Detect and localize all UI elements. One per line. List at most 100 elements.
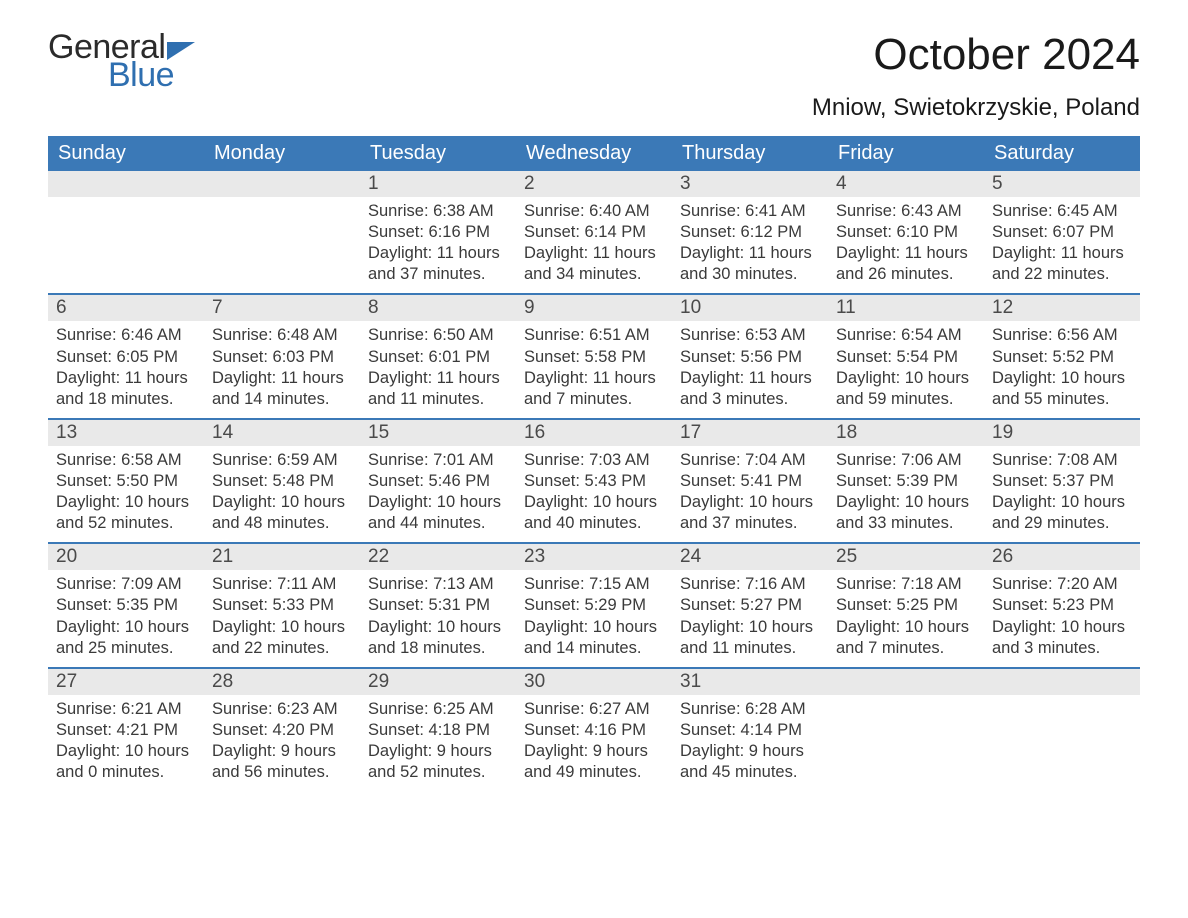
day-number: 11 xyxy=(828,295,984,321)
sunset-text: Sunset: 5:37 PM xyxy=(992,471,1132,492)
sunset-text: Sunset: 5:31 PM xyxy=(368,595,508,616)
logo-flag-icon xyxy=(167,42,195,60)
day-cell: 13Sunrise: 6:58 AMSunset: 5:50 PMDayligh… xyxy=(48,420,204,542)
day-number: 4 xyxy=(828,171,984,197)
day-cell: 21Sunrise: 7:11 AMSunset: 5:33 PMDayligh… xyxy=(204,544,360,666)
day-cell: 27Sunrise: 6:21 AMSunset: 4:21 PMDayligh… xyxy=(48,669,204,791)
daylight-line1: Daylight: 10 hours xyxy=(56,617,196,638)
day-number: 3 xyxy=(672,171,828,197)
daylight-line2: and 18 minutes. xyxy=(56,389,196,410)
dow-header-row: SundayMondayTuesdayWednesdayThursdayFrid… xyxy=(48,136,1140,171)
day-body: Sunrise: 6:41 AMSunset: 6:12 PMDaylight:… xyxy=(672,197,828,293)
daylight-line1: Daylight: 11 hours xyxy=(680,243,820,264)
sunrise-text: Sunrise: 7:08 AM xyxy=(992,450,1132,471)
daylight-line1: Daylight: 10 hours xyxy=(524,617,664,638)
day-body: Sunrise: 7:01 AMSunset: 5:46 PMDaylight:… xyxy=(360,446,516,542)
daylight-line2: and 37 minutes. xyxy=(368,264,508,285)
daylight-line1: Daylight: 11 hours xyxy=(524,368,664,389)
day-body: Sunrise: 6:43 AMSunset: 6:10 PMDaylight:… xyxy=(828,197,984,293)
day-body: Sunrise: 6:56 AMSunset: 5:52 PMDaylight:… xyxy=(984,321,1140,417)
day-body: Sunrise: 6:59 AMSunset: 5:48 PMDaylight:… xyxy=(204,446,360,542)
day-number: 12 xyxy=(984,295,1140,321)
day-body: Sunrise: 6:51 AMSunset: 5:58 PMDaylight:… xyxy=(516,321,672,417)
week-row: 6Sunrise: 6:46 AMSunset: 6:05 PMDaylight… xyxy=(48,293,1140,417)
day-body: Sunrise: 7:06 AMSunset: 5:39 PMDaylight:… xyxy=(828,446,984,542)
sunset-text: Sunset: 6:16 PM xyxy=(368,222,508,243)
week-row: 13Sunrise: 6:58 AMSunset: 5:50 PMDayligh… xyxy=(48,418,1140,542)
daylight-line1: Daylight: 11 hours xyxy=(524,243,664,264)
day-number: 25 xyxy=(828,544,984,570)
day-cell: 23Sunrise: 7:15 AMSunset: 5:29 PMDayligh… xyxy=(516,544,672,666)
day-number: 1 xyxy=(360,171,516,197)
day-number xyxy=(204,171,360,197)
day-cell: 24Sunrise: 7:16 AMSunset: 5:27 PMDayligh… xyxy=(672,544,828,666)
day-number: 30 xyxy=(516,669,672,695)
sunset-text: Sunset: 5:46 PM xyxy=(368,471,508,492)
week-row: 1Sunrise: 6:38 AMSunset: 6:16 PMDaylight… xyxy=(48,171,1140,293)
day-cell-empty xyxy=(828,669,984,791)
daylight-line1: Daylight: 9 hours xyxy=(368,741,508,762)
daylight-line2: and 11 minutes. xyxy=(680,638,820,659)
location-subtitle: Mniow, Swietokrzyskie, Poland xyxy=(812,94,1140,122)
daylight-line1: Daylight: 10 hours xyxy=(992,617,1132,638)
sunrise-text: Sunrise: 6:43 AM xyxy=(836,201,976,222)
daylight-line1: Daylight: 9 hours xyxy=(524,741,664,762)
daylight-line2: and 22 minutes. xyxy=(992,264,1132,285)
sunset-text: Sunset: 6:07 PM xyxy=(992,222,1132,243)
dow-monday: Monday xyxy=(204,136,360,171)
month-title: October 2024 xyxy=(812,30,1140,80)
day-body: Sunrise: 6:46 AMSunset: 6:05 PMDaylight:… xyxy=(48,321,204,417)
day-cell: 26Sunrise: 7:20 AMSunset: 5:23 PMDayligh… xyxy=(984,544,1140,666)
dow-saturday: Saturday xyxy=(984,136,1140,171)
day-body: Sunrise: 7:18 AMSunset: 5:25 PMDaylight:… xyxy=(828,570,984,666)
day-number xyxy=(48,171,204,197)
daylight-line1: Daylight: 9 hours xyxy=(212,741,352,762)
day-number: 19 xyxy=(984,420,1140,446)
daylight-line2: and 14 minutes. xyxy=(212,389,352,410)
sunrise-text: Sunrise: 6:56 AM xyxy=(992,325,1132,346)
day-number: 5 xyxy=(984,171,1140,197)
dow-tuesday: Tuesday xyxy=(360,136,516,171)
daylight-line2: and 29 minutes. xyxy=(992,513,1132,534)
sunrise-text: Sunrise: 6:28 AM xyxy=(680,699,820,720)
day-cell: 6Sunrise: 6:46 AMSunset: 6:05 PMDaylight… xyxy=(48,295,204,417)
sunrise-text: Sunrise: 7:20 AM xyxy=(992,574,1132,595)
day-cell: 1Sunrise: 6:38 AMSunset: 6:16 PMDaylight… xyxy=(360,171,516,293)
day-cell: 30Sunrise: 6:27 AMSunset: 4:16 PMDayligh… xyxy=(516,669,672,791)
sunrise-text: Sunrise: 7:15 AM xyxy=(524,574,664,595)
day-number: 15 xyxy=(360,420,516,446)
day-number: 26 xyxy=(984,544,1140,570)
day-number: 9 xyxy=(516,295,672,321)
day-number: 24 xyxy=(672,544,828,570)
sunset-text: Sunset: 6:12 PM xyxy=(680,222,820,243)
day-cell: 3Sunrise: 6:41 AMSunset: 6:12 PMDaylight… xyxy=(672,171,828,293)
sunset-text: Sunset: 6:01 PM xyxy=(368,347,508,368)
day-body xyxy=(828,695,984,707)
day-body xyxy=(48,197,204,209)
sunset-text: Sunset: 5:27 PM xyxy=(680,595,820,616)
day-cell: 16Sunrise: 7:03 AMSunset: 5:43 PMDayligh… xyxy=(516,420,672,542)
day-cell: 12Sunrise: 6:56 AMSunset: 5:52 PMDayligh… xyxy=(984,295,1140,417)
sunset-text: Sunset: 5:29 PM xyxy=(524,595,664,616)
daylight-line1: Daylight: 10 hours xyxy=(368,492,508,513)
day-body: Sunrise: 6:45 AMSunset: 6:07 PMDaylight:… xyxy=(984,197,1140,293)
daylight-line1: Daylight: 11 hours xyxy=(212,368,352,389)
dow-friday: Friday xyxy=(828,136,984,171)
sunrise-text: Sunrise: 6:45 AM xyxy=(992,201,1132,222)
logo-word-blue: Blue xyxy=(108,58,174,92)
daylight-line1: Daylight: 10 hours xyxy=(992,492,1132,513)
day-number: 28 xyxy=(204,669,360,695)
week-row: 20Sunrise: 7:09 AMSunset: 5:35 PMDayligh… xyxy=(48,542,1140,666)
sunrise-text: Sunrise: 6:40 AM xyxy=(524,201,664,222)
day-number: 13 xyxy=(48,420,204,446)
day-cell-empty xyxy=(204,171,360,293)
day-body: Sunrise: 6:58 AMSunset: 5:50 PMDaylight:… xyxy=(48,446,204,542)
daylight-line2: and 26 minutes. xyxy=(836,264,976,285)
sunset-text: Sunset: 5:56 PM xyxy=(680,347,820,368)
day-body: Sunrise: 6:38 AMSunset: 6:16 PMDaylight:… xyxy=(360,197,516,293)
daylight-line2: and 56 minutes. xyxy=(212,762,352,783)
daylight-line2: and 34 minutes. xyxy=(524,264,664,285)
daylight-line1: Daylight: 10 hours xyxy=(212,492,352,513)
sunrise-text: Sunrise: 6:50 AM xyxy=(368,325,508,346)
daylight-line1: Daylight: 11 hours xyxy=(56,368,196,389)
